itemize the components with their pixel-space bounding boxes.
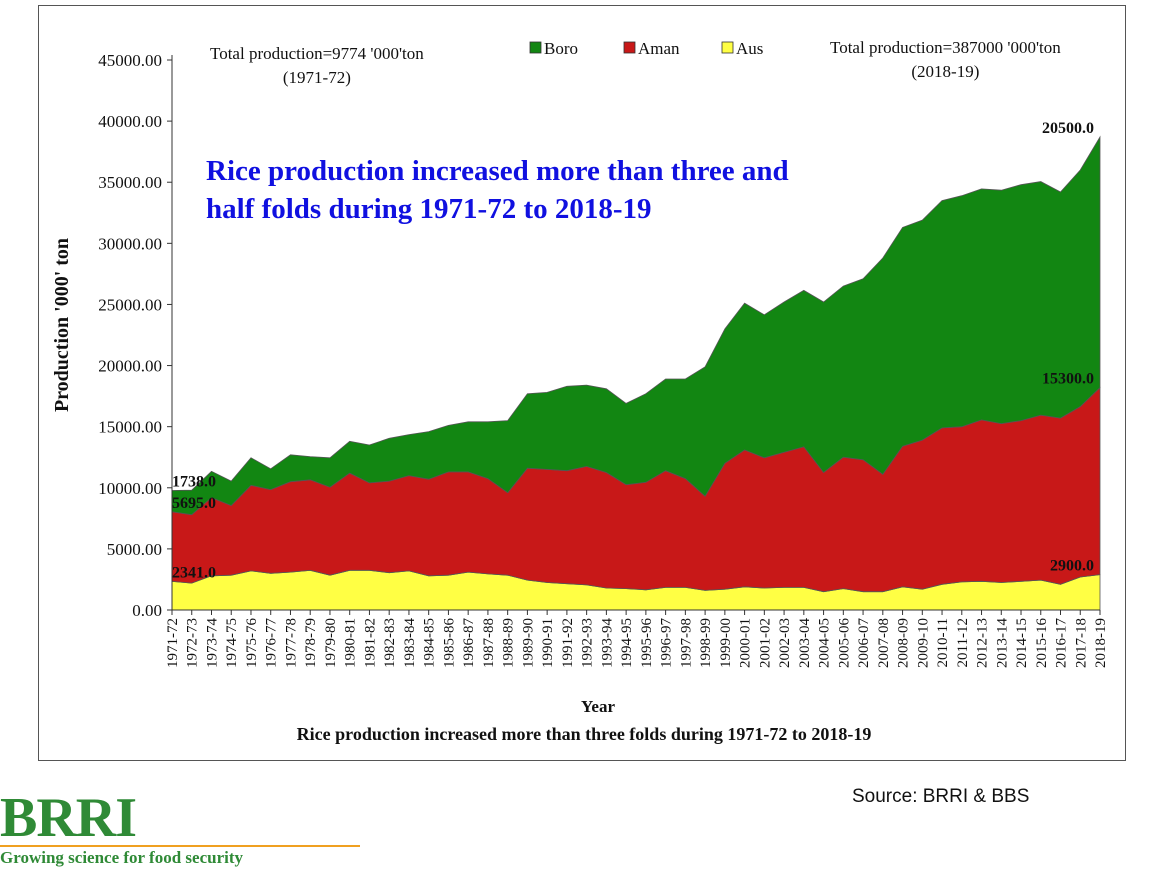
x-axis-label: Year [581, 697, 615, 716]
x-tick-label: 1984-85 [422, 618, 438, 668]
x-tick-label: 2015-16 [1034, 618, 1050, 668]
x-tick-label: 1972-73 [185, 618, 201, 668]
area-layer [171, 135, 1101, 611]
x-tick-label: 1998-99 [698, 618, 714, 668]
data-label-layer: 1738.0 5695.0 2341.0 20500.0 15300.0 2900.0 [172, 120, 1094, 581]
logo-tagline: Growing science for food security [0, 848, 243, 867]
x-tick-label: 2007-08 [876, 618, 892, 668]
y-tick-label: 15000.00 [98, 418, 162, 437]
x-tick-label: 1982-83 [382, 618, 398, 668]
logo-underline [0, 845, 360, 847]
y-tick-label: 5000.00 [107, 540, 162, 559]
x-tick-label: 1979-80 [323, 618, 339, 668]
x-tick-label: 1996-97 [659, 618, 675, 668]
legend-swatch-aman [623, 41, 636, 54]
total-left-line2: (1971-72) [282, 68, 351, 87]
x-tick-label: 2013-14 [994, 618, 1010, 668]
x-tick-label: 2004-05 [817, 618, 833, 668]
x-tick-label: 2001-02 [757, 618, 773, 668]
total-right-line2: (2018-19) [911, 62, 980, 81]
x-tick-label: 1999-00 [718, 618, 734, 668]
y-tick-label: 40000.00 [98, 112, 162, 131]
x-tick-label: 2010-11 [935, 618, 951, 667]
data-label-boro: 20500.0 [1042, 120, 1094, 137]
x-tick-label: 1971-72 [165, 618, 181, 668]
x-tick-label: 1991-92 [560, 618, 576, 668]
legend-swatch-boro [529, 41, 542, 54]
x-tick-label: 2008-09 [896, 618, 912, 668]
x-tick-label: 1980-81 [343, 618, 359, 668]
legend-label-aus: Aus [736, 39, 763, 58]
x-tick-label: 1975-76 [244, 618, 260, 668]
x-tick-label: 1995-96 [639, 618, 655, 668]
x-tick-label: 2011-12 [955, 618, 971, 667]
x-tick-label: 1987-88 [481, 618, 497, 668]
y-tick-label: 45000.00 [98, 51, 162, 70]
y-axis-label: Production '000' ton [51, 238, 73, 412]
y-tick-label: 0.00 [132, 601, 162, 620]
x-tick-label: 1976-77 [264, 618, 280, 668]
x-tick-label: 2000-01 [738, 618, 754, 668]
highlight-annotation: Rice production increased more than thre… [206, 152, 926, 228]
data-label-aus: 2900.0 [1050, 558, 1094, 575]
legend: Boro Aman Aus [529, 39, 763, 58]
x-tick-label: 1977-78 [284, 618, 300, 668]
chart-frame [38, 5, 1126, 761]
source-note: Source: BRRI & BBS [852, 786, 1030, 807]
y-tick-label: 20000.00 [98, 357, 162, 376]
data-label-aman: 15300.0 [1042, 371, 1094, 388]
y-tick-label: 10000.00 [98, 479, 162, 498]
x-tick-label: 1983-84 [402, 618, 418, 668]
y-tick-label: 25000.00 [98, 295, 162, 314]
x-tick-label: 1981-82 [362, 618, 378, 668]
x-tick-label: 2009-10 [915, 618, 931, 668]
x-tick-label: 2005-06 [836, 618, 852, 668]
legend-label-boro: Boro [544, 39, 578, 58]
total-right-line1: Total production=387000 '000'ton [830, 38, 1061, 57]
data-label-aus: 2341.0 [172, 564, 216, 581]
x-tick-label: 1988-89 [501, 618, 517, 668]
legend-label-aman: Aman [638, 39, 680, 58]
x-tick-label: 1973-74 [205, 618, 221, 668]
x-tick-label: 2014-15 [1014, 618, 1030, 668]
x-tick-label: 1997-98 [678, 618, 694, 668]
x-tick-label: 2016-17 [1054, 618, 1070, 668]
x-tick-label: 2003-04 [797, 618, 813, 668]
x-tick-label: 2017-18 [1073, 618, 1089, 668]
y-tick-label: 30000.00 [98, 234, 162, 253]
series-area-boro [171, 135, 1101, 516]
x-tick-label: 1974-75 [224, 618, 240, 668]
x-tick-label: 2002-03 [777, 618, 793, 668]
total-production-1971-note: Total production=9774 '000'ton (1971-72) [210, 42, 424, 90]
total-left-line1: Total production=9774 '000'ton [210, 44, 424, 63]
y-tick-label: 35000.00 [98, 173, 162, 192]
x-tick-label: 2018-19 [1093, 618, 1109, 668]
x-tick-label: 1993-94 [599, 618, 615, 668]
x-tick-label: 1994-95 [619, 618, 635, 668]
x-tick-label: 1990-91 [540, 618, 556, 668]
x-tick-label: 1989-90 [520, 618, 536, 668]
x-tick-label: 2012-13 [975, 618, 991, 668]
x-tick-label: 1986-87 [461, 618, 477, 668]
chart-caption: Rice production increased more than thre… [296, 724, 872, 744]
x-tick-label: 1978-79 [303, 618, 319, 668]
x-tick-label: 1985-86 [441, 618, 457, 668]
data-label-boro: 1738.0 [172, 474, 216, 491]
x-tick-label: 2006-07 [856, 618, 872, 668]
highlight-line1: Rice production increased more than thre… [206, 155, 789, 187]
brri-logo: BRRI [0, 787, 137, 849]
axes-layer: 0.00 5000.00 10000.00 15000.00 20000.00 25000… [98, 51, 1109, 668]
x-tick-label: 1992-93 [580, 618, 596, 668]
total-production-2018-note: Total production=387000 '000'ton (2018-1… [830, 36, 1061, 84]
legend-swatch-aus [721, 41, 734, 54]
data-label-aman: 5695.0 [172, 495, 216, 512]
highlight-line2: half folds during 1971-72 to 2018-19 [206, 193, 652, 225]
